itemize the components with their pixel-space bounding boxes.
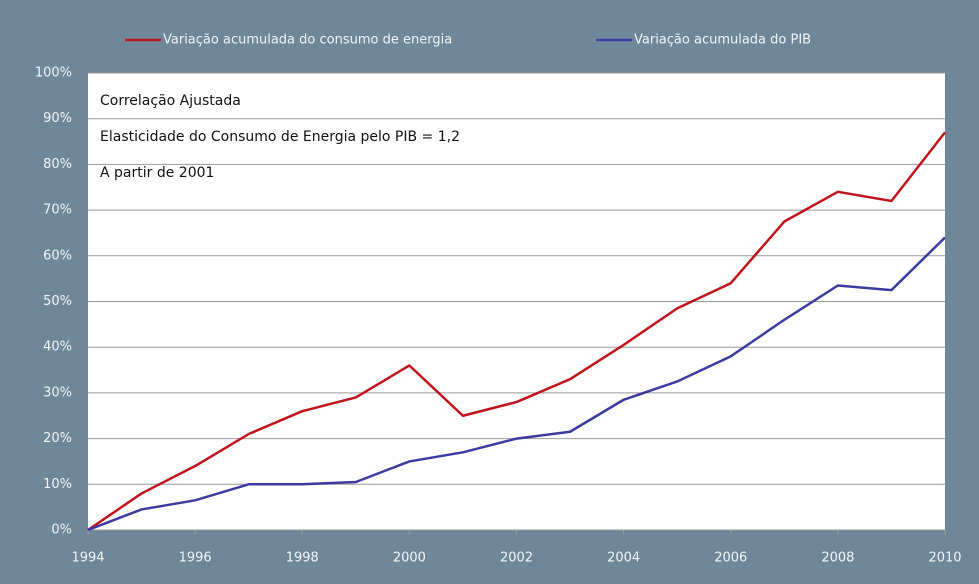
y-tick-label: 10% [43,477,72,492]
y-tick-label: 80% [43,157,72,172]
x-tick-label: 2008 [821,551,854,566]
legend-label: Variação acumulada do PIB [634,33,811,48]
y-tick-label: 20% [43,431,72,446]
x-tick-label: 1994 [71,551,104,566]
y-tick-label: 50% [43,294,72,309]
x-tick-label: 2004 [607,551,640,566]
x-tick-label: 2002 [500,551,533,566]
y-tick-label: 90% [43,111,72,126]
y-tick-label: 40% [43,340,72,355]
annotation: A partir de 2001 [100,165,214,181]
annotation: Correlação Ajustada [100,93,241,109]
y-tick-label: 70% [43,203,72,218]
y-tick-label: 30% [43,385,72,400]
annotation: Elasticidade do Consumo de Energia pelo … [100,129,460,145]
x-tick-label: 2006 [714,551,747,566]
y-tick-label: 100% [35,66,72,81]
series-line [87,131,946,532]
x-tick-label: 1996 [179,551,212,566]
x-tick-label: 2000 [393,551,426,566]
x-tick-label: 1998 [286,551,319,566]
series-line [87,236,946,532]
y-tick-label: 60% [43,248,72,263]
x-tick-label: 2010 [928,551,961,566]
y-tick-label: 0% [51,523,72,538]
legend-label: Variação acumulada do consumo de energia [163,33,452,48]
